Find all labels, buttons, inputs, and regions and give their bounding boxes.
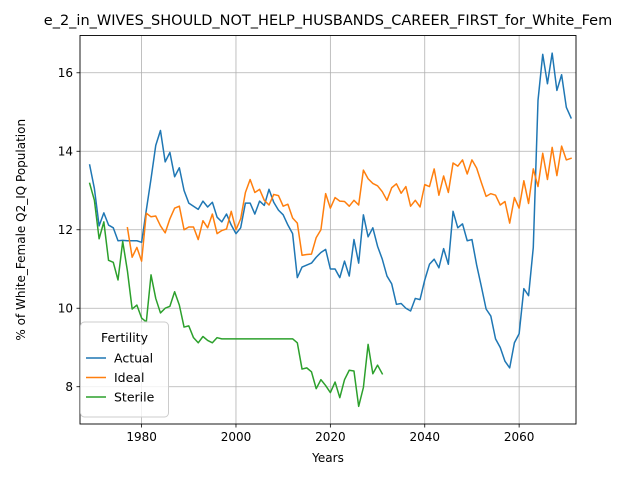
y-tick-label: 16 bbox=[58, 66, 73, 80]
y-tick-label: 12 bbox=[58, 223, 73, 237]
x-tick-label: 1980 bbox=[126, 430, 157, 444]
series-line-ideal bbox=[126, 145, 572, 262]
legend-box bbox=[80, 321, 169, 418]
x-axis-label: Years bbox=[311, 451, 344, 465]
legend-label-actual: Actual bbox=[114, 351, 153, 366]
series-line-actual bbox=[88, 52, 573, 369]
legend-items: Actual Ideal Sterile bbox=[86, 351, 155, 405]
legend: Fertility Actual Ideal Sterile bbox=[80, 321, 169, 418]
series-line-sterile bbox=[88, 182, 384, 408]
x-tick-label: 2000 bbox=[221, 430, 252, 444]
y-axis: 8 10 12 14 16 bbox=[58, 66, 80, 394]
x-axis: 1980 2000 2020 2040 2060 bbox=[126, 424, 534, 444]
legend-title: Fertility bbox=[101, 330, 149, 345]
x-tick-label: 2020 bbox=[315, 430, 346, 444]
legend-label-sterile: Sterile bbox=[114, 390, 155, 405]
chart-title: e_2_in_WIVES_SHOULD_NOT_HELP_HUSBANDS_CA… bbox=[44, 13, 612, 29]
x-tick-label: 2040 bbox=[409, 430, 440, 444]
y-axis-label: % of White_Female Q2_IQ Population bbox=[14, 119, 28, 341]
legend-label-ideal: Ideal bbox=[114, 370, 144, 385]
series-layer bbox=[88, 52, 573, 408]
y-tick-label: 10 bbox=[58, 302, 73, 316]
x-tick-label: 2060 bbox=[504, 430, 535, 444]
y-tick-label: 8 bbox=[65, 380, 73, 394]
y-tick-label: 14 bbox=[58, 145, 73, 159]
